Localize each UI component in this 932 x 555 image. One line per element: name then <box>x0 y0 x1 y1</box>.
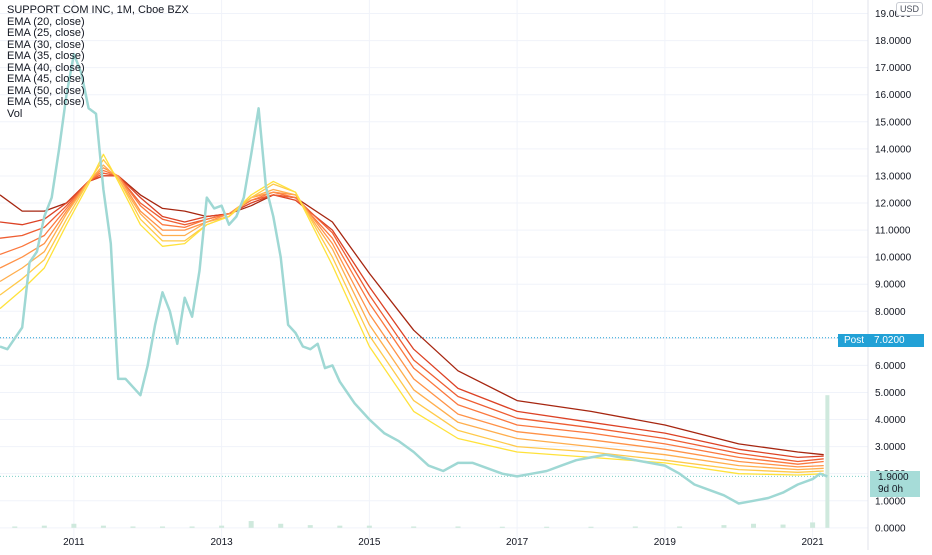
legend-ema-30[interactable]: EMA (30, close) <box>7 38 85 51</box>
volume-bar <box>810 522 816 528</box>
y-tick-label: 6.0000 <box>875 361 906 372</box>
volume-bar <box>41 525 47 528</box>
price-series-line <box>0 52 828 505</box>
volume-bar <box>455 526 461 528</box>
volume-bar <box>825 395 830 528</box>
grid-lines <box>0 0 868 540</box>
x-tick-label: 2019 <box>654 537 677 548</box>
volume-bars <box>12 395 830 528</box>
volume-bar <box>219 525 225 528</box>
volume-bar <box>411 526 417 528</box>
chart-legend: SUPPORT COM INC, 1M, Cboe BZX EMA (20, c… <box>7 4 189 120</box>
y-tick-label: 0.0000 <box>875 523 906 534</box>
x-tick-label: 2011 <box>63 537 85 548</box>
ema-line-3 <box>0 164 824 471</box>
volume-bar <box>130 526 136 528</box>
chart-title[interactable]: SUPPORT COM INC, 1M, Cboe BZX <box>7 4 189 16</box>
legend-ema-20[interactable]: EMA (20, close) <box>7 15 85 28</box>
volume-bar <box>632 526 638 528</box>
y-tick-label: 18.0000 <box>875 36 912 47</box>
currency-badge[interactable]: USD <box>895 2 923 16</box>
y-tick-label: 17.0000 <box>875 63 912 74</box>
volume-bar <box>12 526 18 528</box>
y-tick-label: 14.0000 <box>875 144 912 155</box>
y-tick-label: 1.0000 <box>875 496 906 507</box>
ema-line-1 <box>0 153 824 476</box>
y-tick-label: 5.0000 <box>875 388 906 399</box>
post-market-price: 7.0200 <box>870 334 924 347</box>
y-tick-label: 3.0000 <box>875 442 906 453</box>
axes: 0.00001.00002.00003.00004.00005.00006.00… <box>63 0 912 550</box>
price-line <box>0 52 828 505</box>
legend-ema-40[interactable]: EMA (40, close) <box>7 61 85 74</box>
legend-ema-25[interactable]: EMA (25, close) <box>7 27 85 39</box>
y-tick-label: 11.0000 <box>875 226 911 237</box>
y-tick-label: 9.0000 <box>875 280 906 291</box>
y-tick-label: 15.0000 <box>875 117 912 128</box>
y-tick-label: 19.0000 <box>875 9 912 20</box>
volume-bar <box>307 525 313 528</box>
volume-bar <box>71 523 77 528</box>
volume-bar <box>278 523 284 528</box>
ema-lines <box>0 153 824 476</box>
y-tick-label: 4.0000 <box>875 415 906 426</box>
legend-ema-55[interactable]: EMA (55, close) <box>7 96 85 108</box>
volume-bar <box>750 523 756 528</box>
x-tick-label: 2015 <box>358 537 381 548</box>
y-tick-label: 16.0000 <box>875 90 912 101</box>
volume-bar <box>100 525 106 528</box>
volume-bar <box>366 525 372 528</box>
ema-line-4 <box>0 167 824 468</box>
post-market-label: Post <box>838 334 870 347</box>
volume-bar <box>780 524 786 528</box>
volume-bar <box>337 525 343 528</box>
x-tick-label: 2017 <box>506 537 529 548</box>
volume-bar <box>189 526 195 528</box>
volume-bar <box>248 521 254 528</box>
legend-ema-35[interactable]: EMA (35, close) <box>7 50 85 62</box>
last-price-value: 1.9000 <box>878 472 909 483</box>
volume-bar <box>160 526 166 528</box>
y-tick-label: 12.0000 <box>875 199 912 210</box>
ema-line-8 <box>0 175 824 456</box>
volume-bar <box>499 526 505 528</box>
volume-bar <box>721 525 727 528</box>
volume-bar <box>544 526 550 528</box>
legend-volume[interactable]: Vol <box>7 107 23 120</box>
y-tick-label: 10.0000 <box>875 253 912 264</box>
ema-line-7 <box>0 175 824 459</box>
ema-line-5 <box>0 169 824 465</box>
legend-ema-45[interactable]: EMA (45, close) <box>7 73 85 85</box>
volume-bar <box>588 526 594 528</box>
y-tick-label: 8.0000 <box>875 307 906 318</box>
last-price-tag: 1.9000 9d 0h <box>870 471 920 497</box>
legend-ema-50[interactable]: EMA (50, close) <box>7 84 85 97</box>
ema-line-6 <box>0 172 824 463</box>
last-price-countdown: 9d 0h <box>878 484 904 495</box>
x-tick-label: 2013 <box>210 537 233 548</box>
volume-bar <box>677 526 683 528</box>
y-tick-label: 13.0000 <box>875 171 912 182</box>
ema-line-2 <box>0 159 824 473</box>
x-tick-label: 2021 <box>801 537 824 548</box>
